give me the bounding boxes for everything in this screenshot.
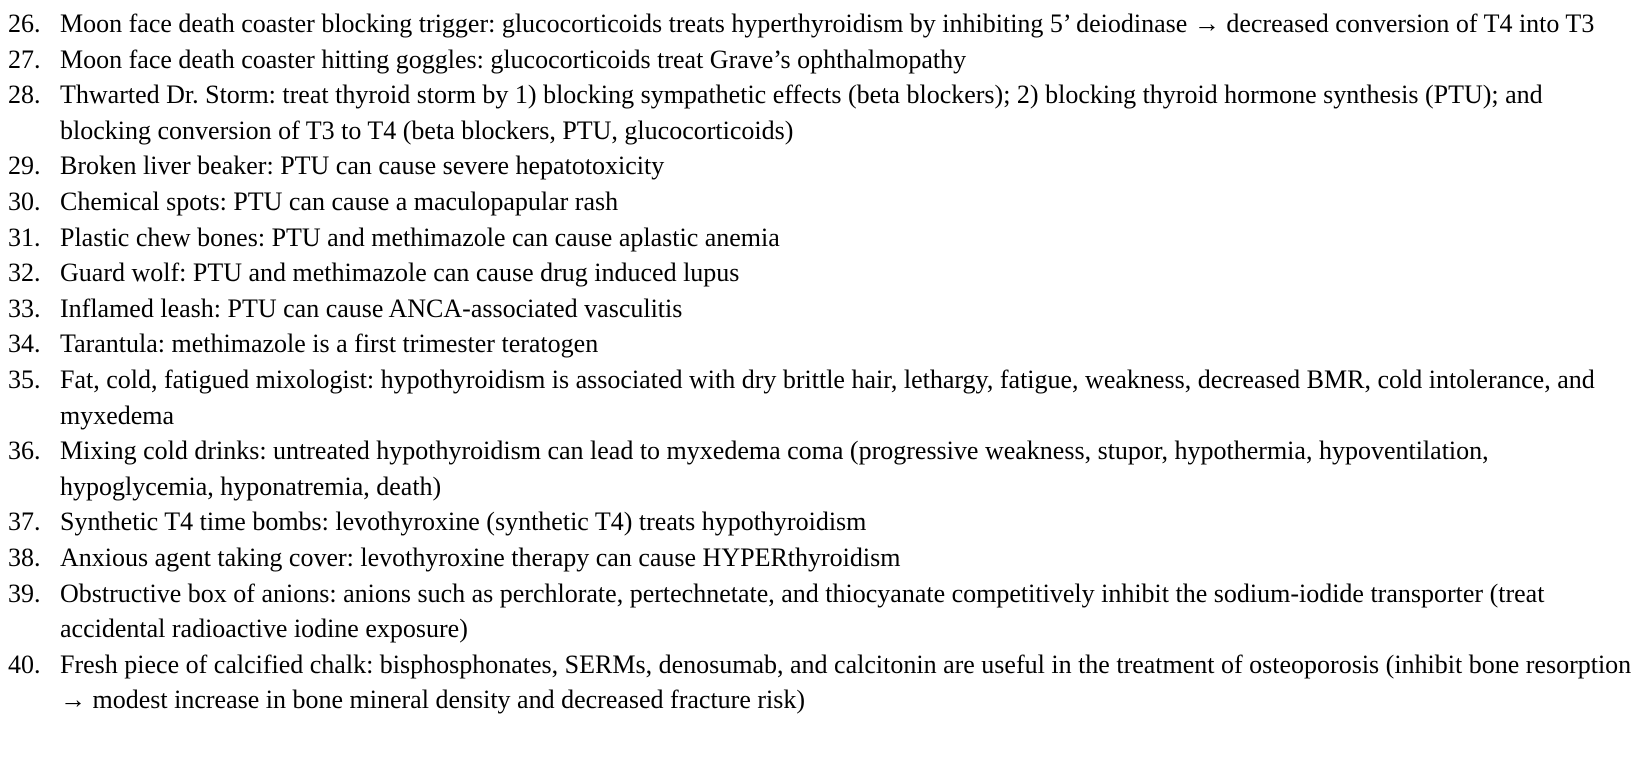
item-text: Chemical spots: PTU can cause a maculopa… <box>60 186 619 216</box>
item-text: Broken liver beaker: PTU can cause sever… <box>60 151 665 181</box>
list-item: 30. Chemical spots: PTU can cause a macu… <box>0 184 1638 220</box>
list-item: 34. Tarantula: methimazole is a first tr… <box>0 326 1638 362</box>
list-item: 32. Guard wolf: PTU and methimazole can … <box>0 255 1638 291</box>
list-item: 27. Moon face death coaster hitting gogg… <box>0 42 1638 78</box>
item-number: 38. <box>8 542 41 572</box>
item-text: Tarantula: methimazole is a first trimes… <box>60 329 599 359</box>
item-text: Thwarted Dr. Storm: treat thyroid storm … <box>60 80 1543 145</box>
item-text: Fresh piece of calcified chalk: bisphosp… <box>60 649 1632 715</box>
list-item: 39. Obstructive box of anions: anions su… <box>0 576 1638 647</box>
item-number: 30. <box>8 186 41 216</box>
item-number: 39. <box>8 578 41 608</box>
document-body: 26. Moon face death coaster blocking tri… <box>0 6 1638 718</box>
list-item: 26. Moon face death coaster blocking tri… <box>0 6 1638 42</box>
list-item: 35. Fat, cold, fatigued mixologist: hypo… <box>0 362 1638 433</box>
item-number: 28. <box>8 80 41 110</box>
list-item: 31. Plastic chew bones: PTU and methimaz… <box>0 220 1638 256</box>
item-number: 32. <box>8 258 41 288</box>
item-text: Moon face death coaster blocking trigger… <box>60 9 1595 38</box>
item-number: 31. <box>8 222 41 252</box>
list-item: 33. Inflamed leash: PTU can cause ANCA-a… <box>0 291 1638 327</box>
list-item: 37. Synthetic T4 time bombs: levothyroxi… <box>0 504 1638 540</box>
item-text: Obstructive box of anions: anions such a… <box>60 578 1545 644</box>
item-number: 27. <box>8 44 41 74</box>
item-text: Synthetic T4 time bombs: levothyroxine (… <box>60 507 867 537</box>
item-text: Fat, cold, fatigued mixologist: hypothyr… <box>60 364 1595 430</box>
list-item: 38. Anxious agent taking cover: levothyr… <box>0 540 1638 576</box>
item-text: Mixing cold drinks: untreated hypothyroi… <box>60 436 1489 501</box>
item-text: Inflamed leash: PTU can cause ANCA-assoc… <box>60 293 683 323</box>
item-number: 29. <box>8 151 41 181</box>
item-number: 34. <box>8 329 41 359</box>
item-number: 26. <box>8 9 41 38</box>
list-item: 40. Fresh piece of calcified chalk: bisp… <box>0 647 1638 718</box>
item-number: 35. <box>8 364 41 394</box>
item-text: Anxious agent taking cover: levothyroxin… <box>60 542 901 572</box>
item-number: 33. <box>8 293 41 323</box>
item-number: 36. <box>8 436 41 466</box>
item-number: 40. <box>8 649 41 679</box>
list-item: 28. Thwarted Dr. Storm: treat thyroid st… <box>0 77 1638 148</box>
item-text: Plastic chew bones: PTU and methimazole … <box>60 222 780 252</box>
item-text: Guard wolf: PTU and methimazole can caus… <box>60 258 740 288</box>
item-number: 37. <box>8 507 41 537</box>
list-item: 36. Mixing cold drinks: untreated hypoth… <box>0 433 1638 504</box>
list-item: 29. Broken liver beaker: PTU can cause s… <box>0 148 1638 184</box>
numbered-list: 26. Moon face death coaster blocking tri… <box>0 6 1638 718</box>
item-text: Moon face death coaster hitting goggles:… <box>60 44 967 74</box>
